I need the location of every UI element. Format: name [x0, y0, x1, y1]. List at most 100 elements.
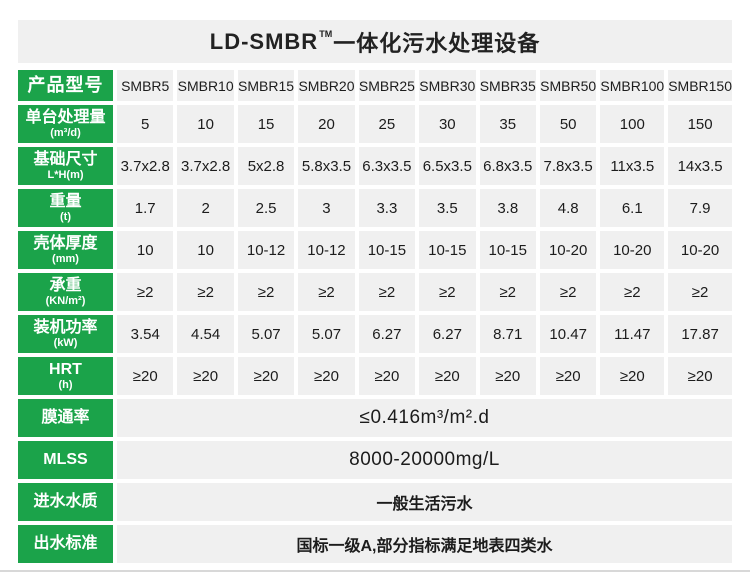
row-unit-text: (KN/m²)	[45, 294, 86, 307]
spec-value: 10	[117, 231, 174, 269]
spec-value: 6.1	[600, 189, 665, 227]
spec-value: ≥2	[419, 273, 476, 311]
spec-value: ≥2	[117, 273, 174, 311]
spec-value: 5.07	[298, 315, 355, 353]
row-label-text: 膜通率	[41, 409, 90, 427]
spec-value: 7.8x3.5	[539, 147, 597, 185]
page-title-suffix: 一体化污水处理设备	[333, 30, 541, 56]
spec-value: 3.3	[358, 189, 416, 227]
spec-value: 1.7	[117, 189, 174, 227]
span-row-header: MLSS	[18, 441, 113, 479]
model-name: SMBR20	[298, 70, 355, 101]
spec-value: 6.5x3.5	[419, 147, 476, 185]
spec-value: 10-15	[358, 231, 416, 269]
span-value: 8000-20000mg/L	[117, 441, 732, 479]
span-row-header: 膜通率	[18, 399, 113, 437]
spec-value: 5.07	[237, 315, 295, 353]
row-label-text: 壳体厚度	[33, 234, 98, 252]
spec-value: 4.54	[177, 315, 234, 353]
spec-value: ≥2	[479, 273, 536, 311]
spec-value: ≥2	[539, 273, 597, 311]
row-label-text: 出水标准	[33, 535, 98, 553]
spec-value: 6.3x3.5	[358, 147, 416, 185]
spec-value: 10-20	[668, 231, 732, 269]
row-label-text: 重量	[49, 192, 82, 210]
spec-value: 4.8	[539, 189, 597, 227]
spec-value: ≥20	[419, 357, 476, 395]
spec-value: ≥20	[479, 357, 536, 395]
model-name: SMBR5	[117, 70, 174, 101]
spec-value: 20	[298, 105, 355, 143]
spec-value: ≥2	[298, 273, 355, 311]
spec-value: 17.87	[668, 315, 732, 353]
spec-value: 2	[177, 189, 234, 227]
spec-value: 11x3.5	[600, 147, 665, 185]
spec-value: ≥2	[668, 273, 732, 311]
row-label-text: 单台处理量	[25, 108, 106, 126]
spec-value: 6.27	[419, 315, 476, 353]
span-row-header: 出水标准	[18, 525, 113, 563]
spec-value: 10-20	[539, 231, 597, 269]
spec-value: ≥20	[539, 357, 597, 395]
spec-row-header: 承重 (KN/m²)	[18, 273, 113, 311]
row-label-text: 产品型号	[27, 75, 104, 96]
spec-value: 3.8	[479, 189, 536, 227]
span-value: ≤0.416m³/m².d	[117, 399, 732, 437]
spec-value: 10-15	[479, 231, 536, 269]
model-name: SMBR100	[600, 70, 665, 101]
row-label-text: 进水水质	[33, 493, 98, 511]
row-label-text: 承重	[49, 276, 82, 294]
spec-value: 50	[539, 105, 597, 143]
spec-value: 3.5	[419, 189, 476, 227]
spec-row-header: 壳体厚度 (mm)	[18, 231, 113, 269]
spec-value: ≥20	[177, 357, 234, 395]
row-label-text: 装机功率	[33, 318, 98, 336]
model-name: SMBR50	[539, 70, 597, 101]
spec-value: ≥2	[237, 273, 295, 311]
spec-value: 3.7x2.8	[117, 147, 174, 185]
row-unit-text: (mm)	[52, 252, 79, 265]
model-row-header: 产品型号	[18, 70, 113, 101]
row-unit-text: L*H(m)	[47, 168, 84, 181]
spec-sheet: LD-SMBR TM 一体化污水处理设备 产品型号 SMBR5 SMBR10 SMBR15…	[18, 20, 732, 563]
spec-value: 100	[600, 105, 665, 143]
spec-value: ≥20	[117, 357, 174, 395]
spec-value: 10	[177, 105, 234, 143]
spec-value: ≥20	[668, 357, 732, 395]
spec-value: 150	[668, 105, 732, 143]
spec-value: 3.54	[117, 315, 174, 353]
spec-row-header: 基础尺寸 L*H(m)	[18, 147, 113, 185]
row-unit-text: (m³/d)	[50, 126, 81, 139]
spec-value: 10-12	[298, 231, 355, 269]
spec-value: ≥20	[237, 357, 295, 395]
row-label-text: HRT	[49, 360, 82, 378]
spec-value: 7.9	[668, 189, 732, 227]
spec-row-header: 重量 (t)	[18, 189, 113, 227]
spec-value: 10-20	[600, 231, 665, 269]
spec-row-header: 单台处理量 (m³/d)	[18, 105, 113, 143]
row-unit-text: (t)	[60, 210, 71, 223]
row-unit-text: (h)	[58, 378, 73, 391]
spec-value: 10	[177, 231, 234, 269]
spec-value: 25	[358, 105, 416, 143]
spec-value: 6.8x3.5	[479, 147, 536, 185]
row-label-text: MLSS	[43, 451, 88, 469]
spec-table: 产品型号 SMBR5 SMBR10 SMBR15 SMBR20 SMBR25 SMBR30 S…	[18, 70, 732, 563]
spec-value: 8.71	[479, 315, 536, 353]
model-name: SMBR30	[419, 70, 476, 101]
page-title-brand: LD-SMBR	[209, 28, 319, 54]
spec-value: 10.47	[539, 315, 597, 353]
model-name: SMBR25	[358, 70, 416, 101]
spec-value: 15	[237, 105, 295, 143]
spec-value: 35	[479, 105, 536, 143]
spec-row-header: 装机功率 (kW)	[18, 315, 113, 353]
title-bar: LD-SMBR TM 一体化污水处理设备	[18, 20, 732, 63]
spec-value: 3.7x2.8	[177, 147, 234, 185]
trademark-symbol: TM	[319, 28, 333, 39]
spec-value: ≥2	[600, 273, 665, 311]
spec-row-header: HRT (h)	[18, 357, 113, 395]
spec-value: ≥20	[600, 357, 665, 395]
spec-value: ≥2	[177, 273, 234, 311]
spec-value: 5	[117, 105, 174, 143]
spec-value: 6.27	[358, 315, 416, 353]
